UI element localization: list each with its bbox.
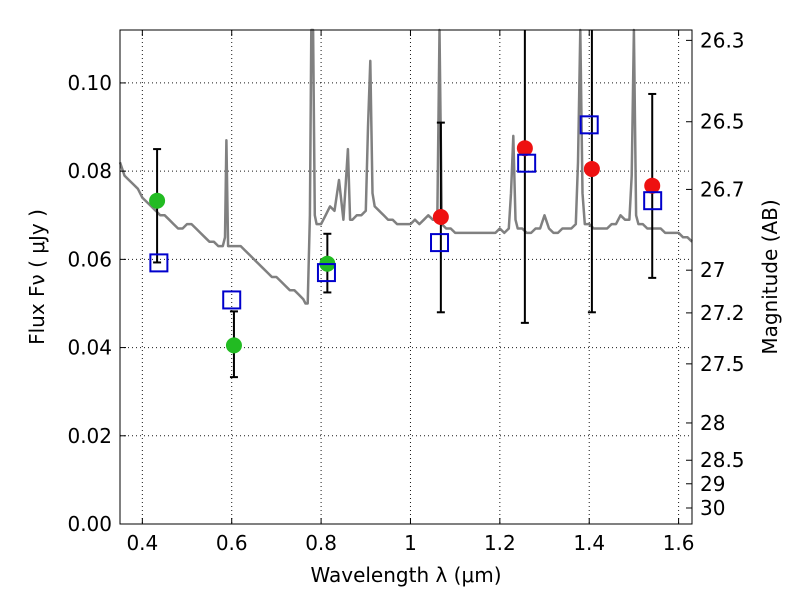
magnitude-tick-label: 26.5	[700, 110, 745, 134]
marker-layer	[149, 115, 663, 354]
x-tick-label: 1.4	[573, 531, 605, 555]
optical-data-point	[225, 337, 242, 354]
nir-data-point	[432, 209, 449, 226]
model-photometry-square	[430, 233, 450, 253]
y-tick-label: 0.08	[67, 159, 112, 183]
y-tick-label: 0.06	[67, 247, 112, 271]
nir-data-point	[516, 140, 533, 157]
nir-data-point	[583, 160, 600, 177]
magnitude-tick-label: 27	[700, 258, 725, 282]
y-tick-label: 0.04	[67, 336, 112, 360]
model-photometry-square	[316, 263, 336, 283]
plot-frame	[119, 29, 693, 525]
y-tick-label: 0.00	[67, 512, 112, 536]
magnitude-axis-label: Magnitude (AB)	[758, 199, 782, 354]
x-tick-label: 0.6	[216, 531, 248, 555]
tick-layer	[120, 30, 692, 525]
x-tick-label: 1	[404, 531, 417, 555]
spectrum-layer	[118, 28, 693, 305]
y-tick-label: 0.02	[67, 424, 112, 448]
model-photometry-square	[149, 253, 169, 273]
magnitude-tick-label: 26.7	[700, 177, 745, 201]
magnitude-tick-label: 28.5	[700, 448, 745, 472]
model-photometry-square	[643, 191, 663, 211]
y-tick-labels: 0.00 0.02 0.04 0.06 0.08 0.10	[67, 71, 112, 536]
magnitude-tick-label: 26.3	[700, 28, 745, 52]
x-tick-labels: 0.4 0.6 0.8 1 1.2 1.4 1.6	[126, 531, 694, 555]
model-photometry-square	[579, 115, 599, 135]
x-tick-label: 0.8	[305, 531, 337, 555]
x-axis-label: Wavelength λ (μm)	[310, 563, 501, 587]
x-tick-label: 1.2	[484, 531, 516, 555]
magnitude-tick-label: 27.2	[700, 301, 745, 325]
magnitude-tick-label: 29	[700, 472, 725, 496]
magnitude-tick-label: 30	[700, 496, 725, 520]
y-axis-label: Flux Fν ( μJy )	[25, 209, 49, 345]
magnitude-tick-label: 28	[700, 411, 725, 435]
x-tick-label: 0.4	[126, 531, 158, 555]
model-photometry-square	[517, 153, 537, 173]
model-spectrum-line	[118, 28, 693, 305]
optical-data-point	[149, 192, 166, 209]
x-tick-label: 1.6	[663, 531, 695, 555]
y-tick-label: 0.10	[67, 71, 112, 95]
nir-data-point	[644, 177, 661, 194]
model-photometry-square	[222, 290, 242, 310]
magnitude-tick-label: 27.5	[700, 352, 745, 376]
